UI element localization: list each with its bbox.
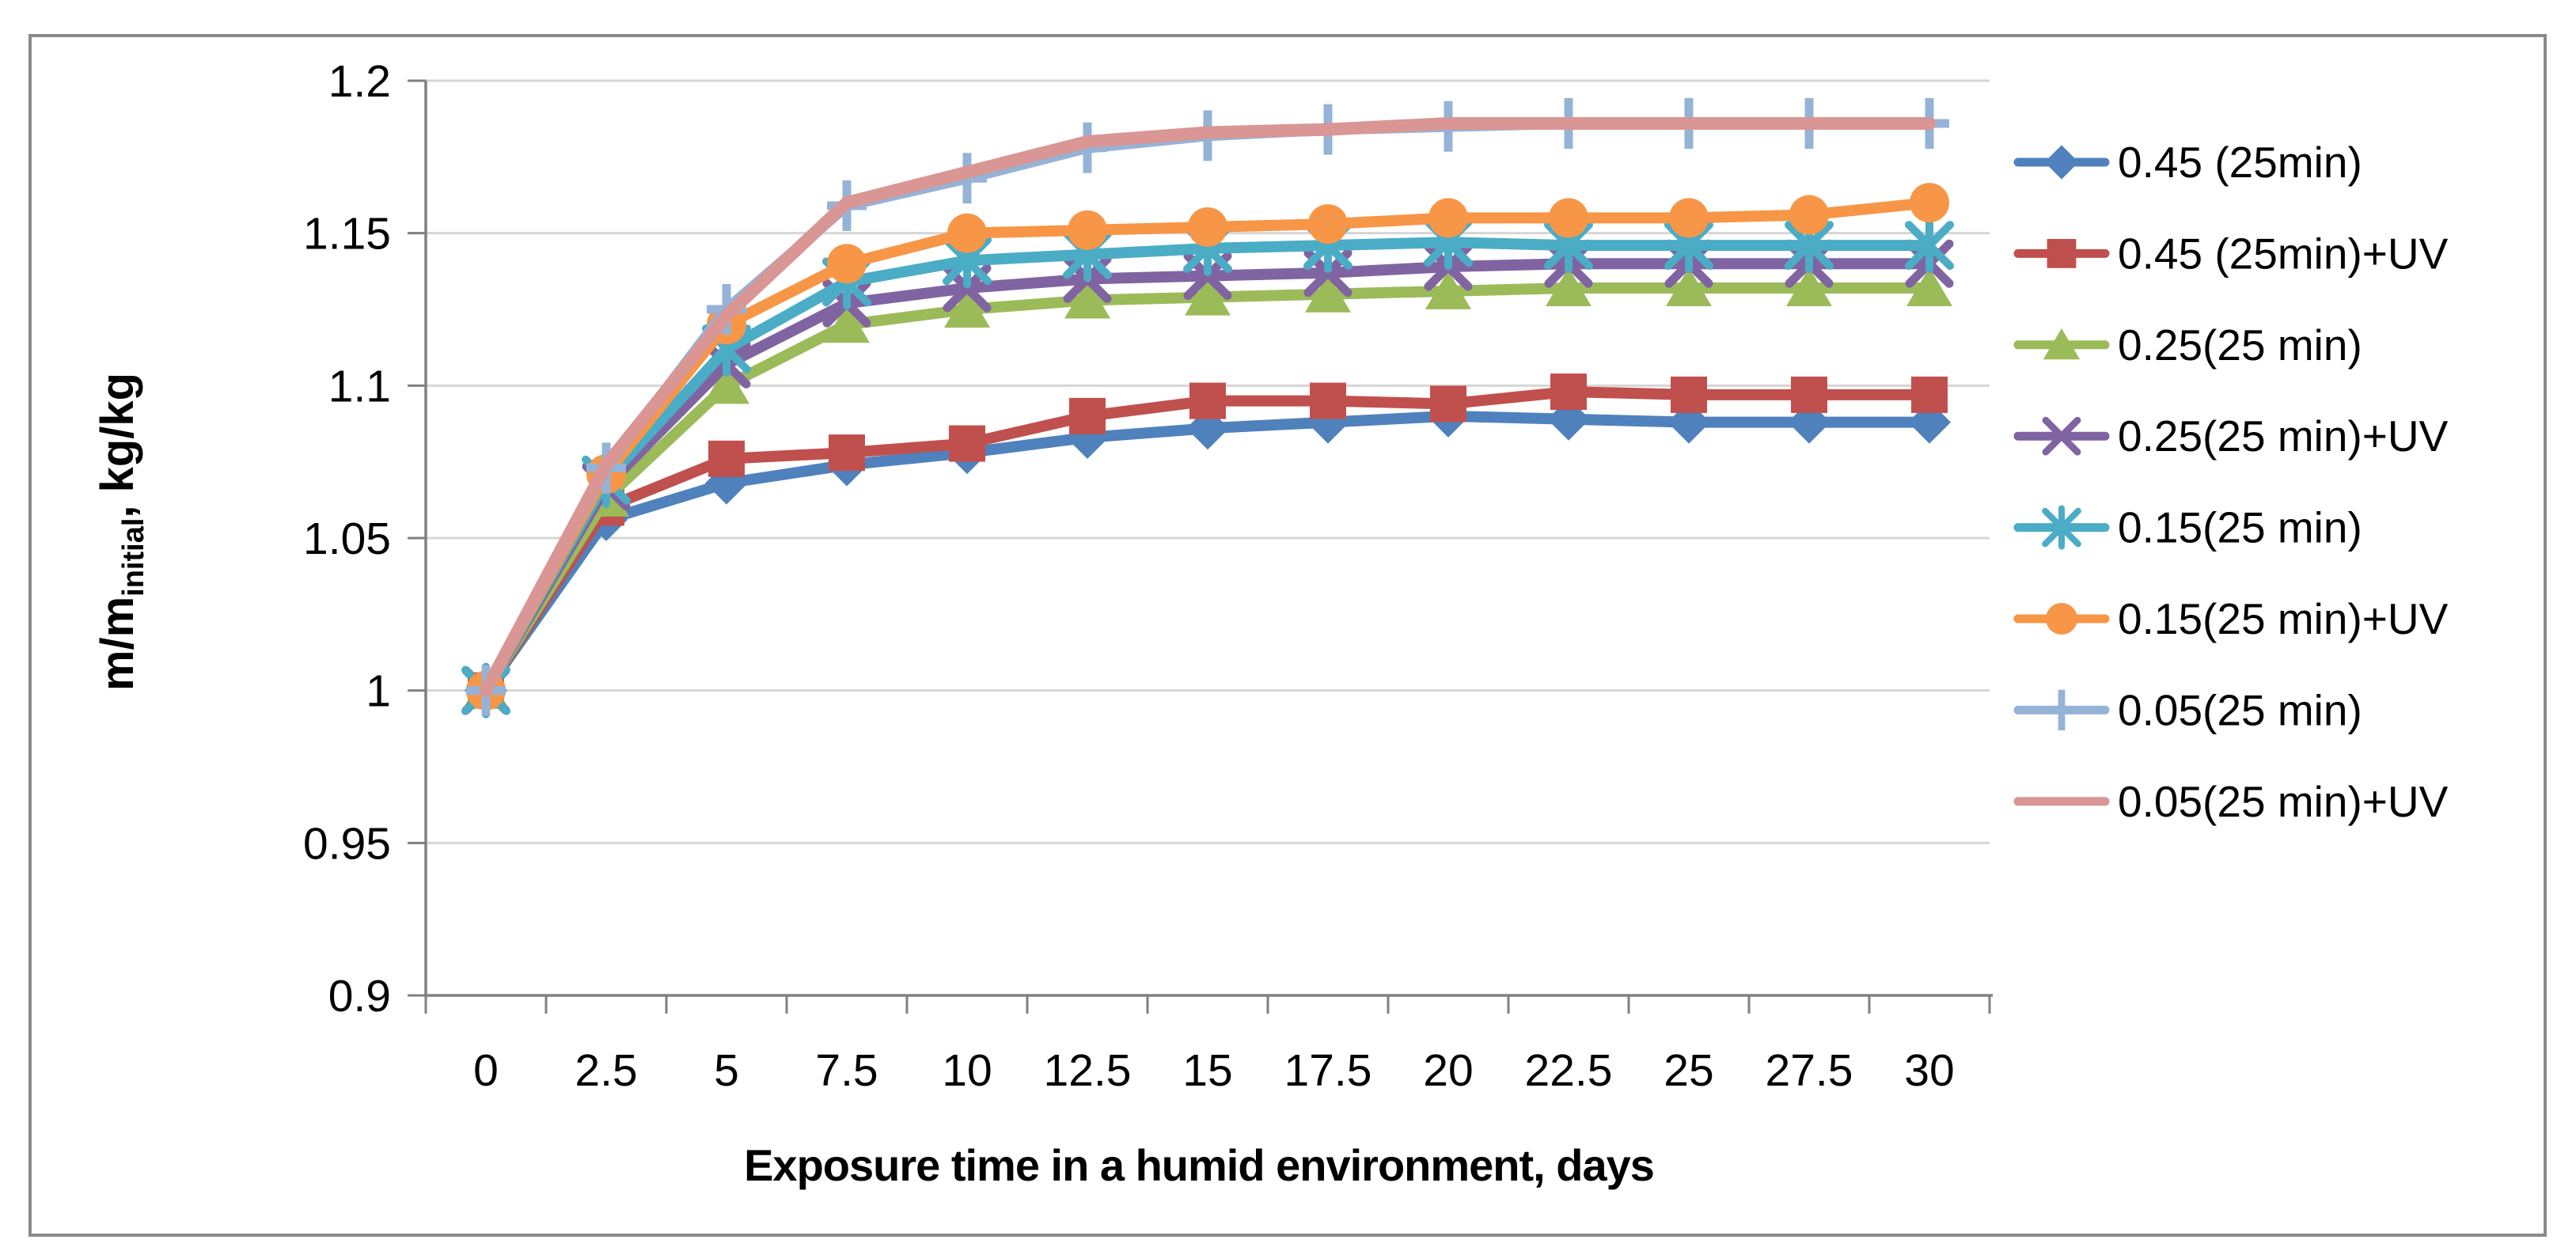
data-point-marker bbox=[1671, 376, 1707, 413]
legend-item: 0.45 (25min) bbox=[2013, 138, 2362, 187]
data-point-marker bbox=[1789, 195, 1829, 235]
data-point-marker bbox=[2043, 328, 2081, 360]
data-point-marker bbox=[944, 289, 990, 328]
x-tick-label: 10 bbox=[942, 1045, 992, 1096]
data-point-marker bbox=[1428, 198, 1468, 238]
axes bbox=[408, 79, 1993, 1014]
x-tick-label: 25 bbox=[1664, 1045, 1713, 1096]
data-point-marker bbox=[1430, 385, 1466, 423]
legend: 0.45 (25min) 0.45 (25min)+UV 0.25(25 min) 0… bbox=[2013, 138, 2449, 826]
data-point-marker bbox=[1064, 279, 1110, 319]
data-point-marker bbox=[949, 425, 985, 462]
legend-label: 0.15(25 min) bbox=[2118, 503, 2362, 552]
y-tick-label: 1.2 bbox=[328, 56, 391, 107]
legend-label: 0.15(25 min)+UV bbox=[2118, 594, 2449, 643]
data-point-marker bbox=[1308, 204, 1348, 245]
x-tick-label: 17.5 bbox=[1284, 1045, 1372, 1096]
data-point-marker bbox=[1908, 400, 1951, 444]
data-point-marker bbox=[947, 213, 987, 253]
legend-item: 0.15(25 min)+UV bbox=[2013, 594, 2449, 643]
data-point-marker bbox=[1911, 376, 1948, 413]
x-tick-label: 27.5 bbox=[1766, 1045, 1853, 1096]
series-2 bbox=[463, 267, 1952, 709]
y-tick-labels: 0.9 0.95 1 1.05 1.1 1.15 1.2 bbox=[303, 56, 391, 1022]
x-tick-labels: 0 2.5 5 7.5 10 12.5 15 17.5 20 22.5 25 27.5 30 bbox=[473, 1045, 1955, 1096]
legend-label: 0.25(25 min) bbox=[2118, 320, 2362, 370]
data-point-marker bbox=[829, 434, 865, 472]
data-point-marker bbox=[824, 304, 870, 343]
legend-label: 0.45 (25min) bbox=[2118, 138, 2362, 187]
legend-label: 0.05(25 min) bbox=[2118, 685, 2362, 734]
data-point-marker bbox=[1189, 382, 1226, 419]
data-point-marker bbox=[1546, 267, 1592, 307]
x-tick-label: 7.5 bbox=[815, 1045, 878, 1096]
x-tick-label: 22.5 bbox=[1525, 1045, 1613, 1096]
y-tick-label: 1.1 bbox=[328, 361, 391, 411]
series-line bbox=[480, 116, 1936, 697]
x-tick-label: 5 bbox=[714, 1045, 739, 1096]
legend-item: 0.25(25 min)+UV bbox=[2013, 411, 2449, 461]
y-axis-title: m/minitial, kg/kg bbox=[92, 373, 150, 691]
data-point-marker bbox=[827, 244, 867, 284]
y-tick-label: 1.05 bbox=[303, 514, 391, 564]
figure-border bbox=[28, 34, 2547, 1237]
data-point-marker bbox=[1188, 207, 1227, 247]
data-point-marker bbox=[1305, 273, 1351, 313]
data-point-marker bbox=[1667, 400, 1710, 444]
legend-label: 0.45 (25min)+UV bbox=[2118, 229, 2449, 278]
legend-item: 0.05(25 min)+UV bbox=[2013, 777, 2449, 826]
data-point-marker bbox=[704, 365, 749, 404]
legend-item: 0.45 (25min)+UV bbox=[2013, 229, 2449, 278]
data-point-marker bbox=[1068, 210, 1107, 250]
x-tick-label: 15 bbox=[1182, 1045, 1232, 1096]
data-point-marker bbox=[2042, 416, 2081, 456]
x-tick-label: 0 bbox=[473, 1045, 499, 1096]
data-point-marker bbox=[1910, 183, 1949, 223]
data-point-marker bbox=[1425, 270, 1471, 309]
series-0 bbox=[465, 394, 1951, 712]
figure-border-rect bbox=[28, 34, 2547, 1237]
data-point-marker bbox=[2046, 689, 2077, 730]
data-point-marker bbox=[2044, 145, 2079, 180]
legend-item: 0.15(25 min) bbox=[2013, 503, 2362, 552]
data-point-marker bbox=[1069, 397, 1106, 434]
data-point-marker bbox=[1549, 198, 1588, 238]
legend-item: 0.05(25 min) bbox=[2013, 685, 2362, 734]
data-point-marker bbox=[1547, 397, 1590, 441]
data-point-marker bbox=[708, 440, 745, 477]
legend-item: 0.25(25 min) bbox=[2013, 320, 2362, 370]
data-point-marker bbox=[1905, 218, 1954, 274]
x-axis-title: Exposure time in a humid environment, da… bbox=[744, 1140, 1654, 1190]
data-point-marker bbox=[1786, 267, 1832, 307]
series-7 bbox=[480, 116, 1936, 697]
data-point-marker bbox=[1666, 267, 1712, 307]
gridlines bbox=[426, 79, 1990, 844]
data-point-marker bbox=[1791, 376, 1827, 413]
data-point-marker bbox=[1788, 400, 1831, 444]
x-tick-label: 20 bbox=[1423, 1045, 1473, 1096]
data-point-marker bbox=[1906, 267, 1952, 307]
x-tick-label: 12.5 bbox=[1044, 1045, 1132, 1096]
plot-series bbox=[461, 97, 1954, 718]
data-point-marker bbox=[1307, 400, 1349, 444]
y-tick-label: 1.15 bbox=[303, 209, 391, 260]
data-point-marker bbox=[1550, 373, 1587, 411]
legend-label: 0.25(25 min)+UV bbox=[2118, 411, 2449, 461]
series-line bbox=[480, 410, 1935, 696]
data-point-marker bbox=[2047, 239, 2077, 268]
x-tick-label: 30 bbox=[1904, 1045, 1954, 1096]
data-point-marker bbox=[2046, 603, 2077, 635]
data-point-marker bbox=[1310, 382, 1346, 419]
y-tick-label: 0.95 bbox=[303, 818, 391, 869]
y-tick-label: 0.9 bbox=[328, 971, 391, 1022]
y-tick-label: 1 bbox=[366, 666, 391, 717]
data-point-marker bbox=[2042, 505, 2081, 550]
data-point-marker bbox=[1185, 276, 1231, 316]
x-tick-label: 2.5 bbox=[575, 1045, 637, 1096]
data-point-marker bbox=[1669, 198, 1709, 238]
legend-label: 0.05(25 min)+UV bbox=[2118, 777, 2449, 826]
